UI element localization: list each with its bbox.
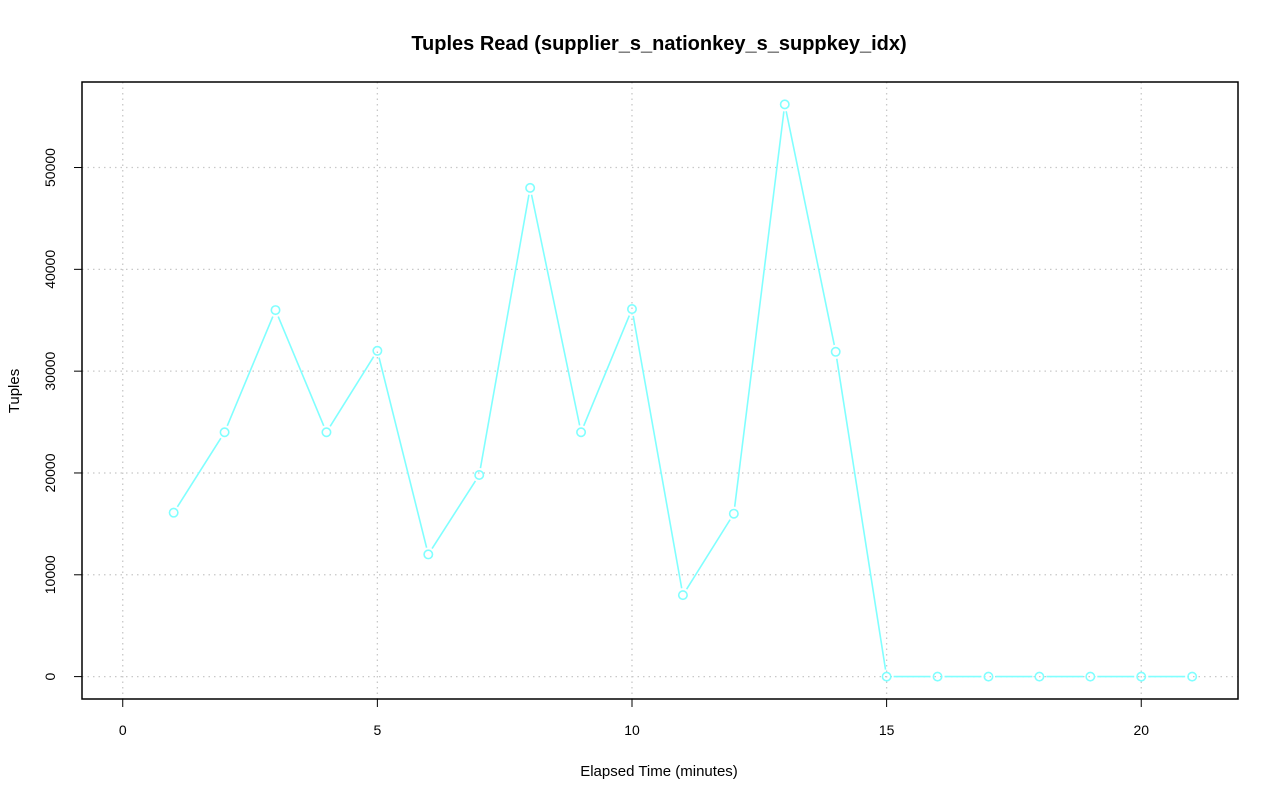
plot-frame <box>81 81 1239 700</box>
data-point <box>983 671 994 682</box>
data-point <box>1136 671 1147 682</box>
data-point <box>932 671 943 682</box>
x-tick-label: 5 <box>373 722 381 738</box>
axes: 0 5 10 15 20 0 10000 20000 30000 40000 50000 <box>42 148 1149 738</box>
data-point <box>1034 671 1045 682</box>
series-line-segment <box>329 356 375 427</box>
data-point <box>881 671 892 682</box>
x-axis-label: Elapsed Time (minutes) <box>580 763 738 780</box>
y-tick-label: 40000 <box>42 250 58 289</box>
series-layer <box>168 99 1198 682</box>
series-line-segment <box>583 315 631 427</box>
data-point <box>728 508 739 519</box>
series-line-segment <box>479 194 530 469</box>
data-point <box>677 590 688 601</box>
x-tick-label: 0 <box>119 722 127 738</box>
series-line-segment <box>277 316 325 427</box>
data-point <box>830 346 841 357</box>
data-point <box>1085 671 1096 682</box>
series-line-segment <box>176 437 222 508</box>
data-point <box>423 549 434 560</box>
y-tick-label: 50000 <box>42 148 58 187</box>
series-line-segment <box>835 358 887 670</box>
data-point <box>219 427 230 438</box>
y-axis-label: Tuples <box>6 369 23 413</box>
data-point <box>525 182 536 193</box>
data-point <box>576 427 587 438</box>
series-line-segment <box>785 111 836 346</box>
data-point <box>474 470 485 481</box>
x-tick-label: 15 <box>879 722 895 738</box>
series-line-segment <box>733 111 785 507</box>
data-point <box>626 304 637 315</box>
y-tick-label: 20000 <box>42 453 58 492</box>
series-line-segment <box>431 480 477 549</box>
chart-title: Tuples Read (supplier_s_nationkey_s_supp… <box>411 33 906 55</box>
x-tick-label: 20 <box>1133 722 1149 738</box>
data-point <box>168 507 179 518</box>
x-tick-label: 10 <box>624 722 640 738</box>
y-tick-label: 0 <box>42 672 58 680</box>
series-line-segment <box>632 315 683 589</box>
data-point <box>321 427 332 438</box>
series-line-segment <box>378 357 428 548</box>
data-point <box>270 305 281 316</box>
y-tick-label: 30000 <box>42 351 58 390</box>
data-point <box>372 345 383 356</box>
series-line-segment <box>226 316 274 427</box>
data-point <box>779 99 790 110</box>
y-tick-label: 10000 <box>42 555 58 594</box>
series-line-segment <box>685 519 731 590</box>
data-point <box>1187 671 1198 682</box>
grid <box>82 82 1238 699</box>
series-line-segment <box>530 194 581 426</box>
